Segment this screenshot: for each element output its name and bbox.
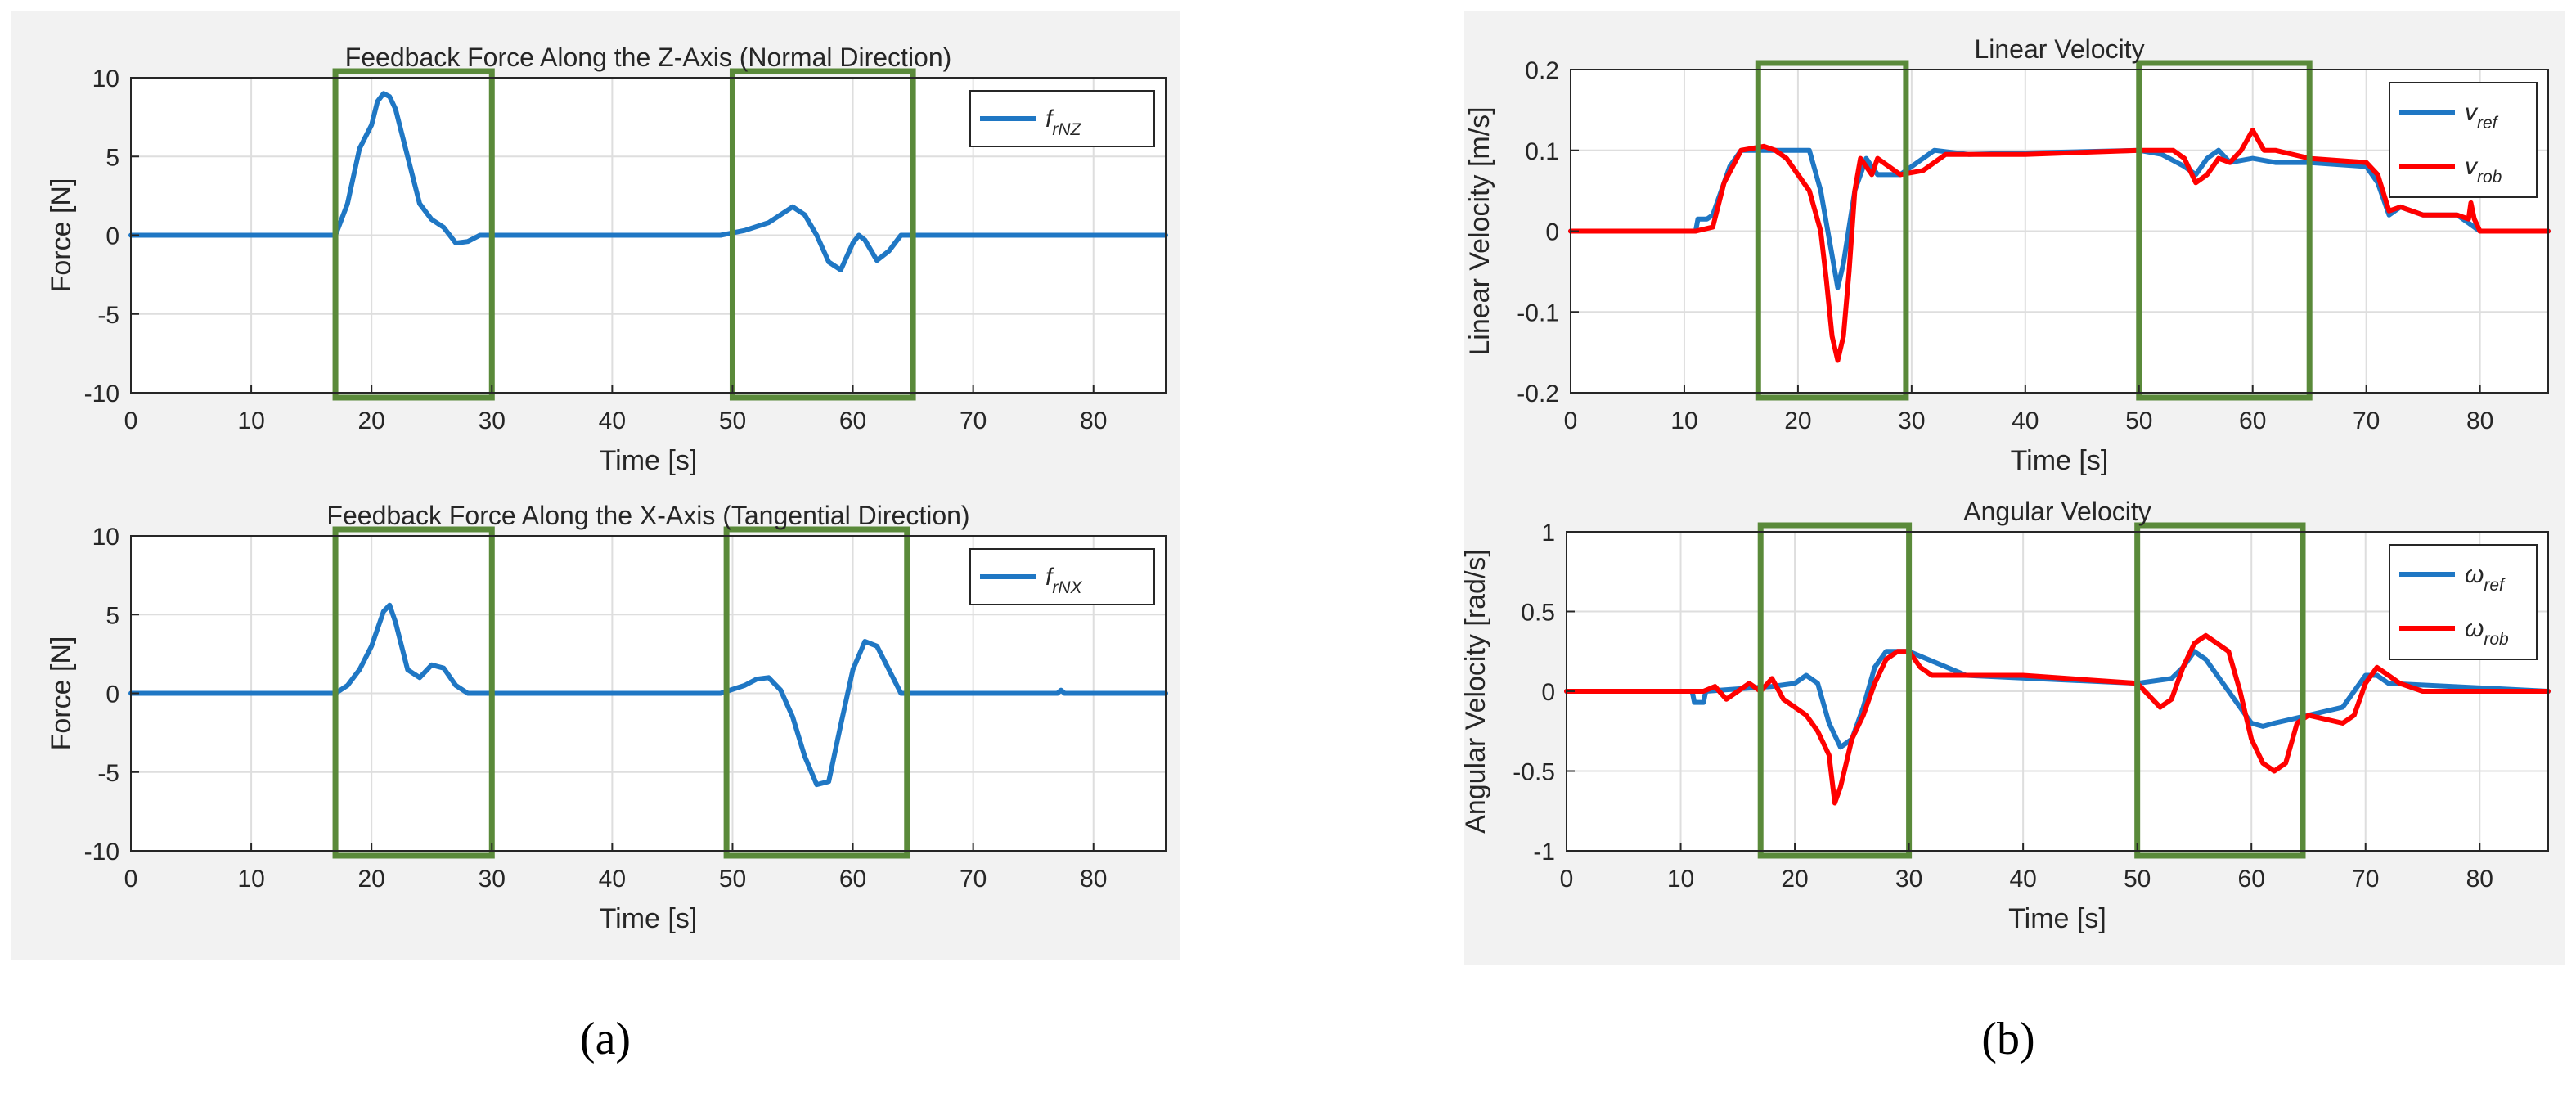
y-tick-label: 0 [1545,219,1559,246]
x-axis-label: Time [s] [600,445,698,476]
x-tick-label: 80 [2466,407,2493,434]
x-tick-label: 0 [124,407,138,434]
x-tick-label: 10 [1670,407,1697,434]
legend-label-f_rNX: frNX [1045,564,1083,597]
x-tick-label: 70 [960,866,987,893]
x-tick-label: 20 [1781,866,1808,893]
series-line-v_rob [1568,128,2551,363]
chart-title: Feedback Force Along the Z-Axis (Normal … [345,43,952,72]
y-tick-label: 1 [1541,520,1555,547]
x-tick-label: 0 [1560,866,1574,893]
x-tick-label: 40 [2012,407,2039,434]
x-tick-label: 70 [960,407,987,434]
chart-force_x: 0 10 20 30 40 50 60 70 80 -10 -5 0 5 10 Feedback Force… [46,501,1168,934]
x-tick-label: 60 [2239,407,2266,434]
x-axis-label: Time [s] [600,903,698,934]
chart-linear_velocity: 0 10 20 30 40 50 60 70 80 -0.2 -0.1 0 0.1 0.2 Linear V… [1464,34,2551,476]
legend: frNX [969,548,1155,605]
x-tick-label: 80 [1080,866,1107,893]
y-axis-label: Angular Velocity [rad/s] [1460,549,1491,834]
chart-force_z: 0 10 20 30 40 50 60 70 80 -10 -5 0 5 10 Feedback Force… [46,43,1168,476]
x-tick-label: 30 [1895,866,1922,893]
series-line-omega_rob [1564,632,2551,806]
x-tick-label: 50 [2125,407,2152,434]
legend-box [969,90,1155,147]
y-tick-label: -10 [84,380,119,407]
x-tick-label: 80 [2466,866,2493,893]
y-tick-label: -10 [84,839,119,866]
y-axis-label: Linear Velocity [m/s] [1464,106,1495,355]
x-axis-label: Time [s] [2011,445,2109,476]
x-tick-label: 40 [599,866,626,893]
legend-box [2389,82,2538,198]
x-tick-label: 50 [719,407,746,434]
series-line-f_rNX [128,602,1168,788]
legend-label-omega_ref: ωref [2465,561,2506,595]
x-tick-label: 20 [357,407,384,434]
highlight-box-1 [1755,60,1909,401]
x-tick-label: 60 [839,407,866,434]
x-tick-label: 40 [599,407,626,434]
x-tick-label: 50 [719,866,746,893]
y-tick-label: 10 [92,65,119,92]
x-tick-label: 70 [2352,866,2379,893]
highlight-box-1 [1757,522,1913,859]
y-tick-label: 0 [1541,679,1555,706]
x-tick-label: 10 [237,866,264,893]
highlight-box-1 [332,68,495,401]
x-tick-label: 80 [1080,407,1107,434]
panel-label-b: (b) [1981,1014,2035,1064]
legend: vref vrob [2389,82,2538,198]
y-tick-label: 0.2 [1525,57,1559,84]
chart-angular_velocity: 0 10 20 30 40 50 60 70 80 -1 -0.5 0 0.5 1 Angular Velo… [1460,497,2551,934]
x-tick-label: 10 [237,407,264,434]
legend: frNZ [969,90,1155,147]
y-axis-label: Force [N] [46,178,77,293]
x-tick-label: 70 [2353,407,2380,434]
legend: ωref ωrob [2389,544,2538,660]
x-tick-label: 50 [2124,866,2151,893]
highlight-box-2 [723,526,910,859]
y-tick-label: 5 [106,144,119,171]
x-tick-label: 10 [1667,866,1694,893]
y-tick-label: 10 [92,524,119,551]
y-tick-label: 0 [106,223,119,250]
highlight-box-2 [729,68,916,401]
chart-title: Linear Velocity [1974,34,2144,64]
x-tick-label: 0 [1564,407,1578,434]
y-tick-label: -5 [97,302,119,329]
legend-label-f_rNZ: frNZ [1045,106,1082,139]
legend-label-omega_rob: ωrob [2465,615,2509,649]
y-tick-label: -0.5 [1513,759,1555,786]
highlight-box-2 [2136,60,2313,401]
chart-title: Angular Velocity [1963,497,2151,526]
legend-box [2389,544,2538,660]
y-tick-label: -0.2 [1517,380,1559,407]
y-tick-label: 0.1 [1525,138,1559,165]
legend-label-v_rob: vrob [2465,153,2502,187]
x-tick-label: 60 [2238,866,2265,893]
x-tick-label: 40 [2009,866,2036,893]
x-tick-label: 30 [1898,407,1925,434]
x-tick-label: 20 [1784,407,1811,434]
y-tick-label: -5 [97,760,119,787]
y-tick-label: -1 [1533,839,1555,866]
y-tick-label: -0.1 [1517,299,1559,326]
x-tick-label: 0 [124,866,138,893]
x-tick-label: 30 [479,407,506,434]
x-axis-label: Time [s] [2008,903,2106,934]
legend-label-v_ref: vref [2465,99,2499,133]
chart-title: Feedback Force Along the X-Axis (Tangent… [326,501,969,530]
x-tick-label: 20 [357,866,384,893]
y-axis-label: Force [N] [46,636,77,751]
y-tick-label: 5 [106,602,119,629]
y-tick-label: 0 [106,681,119,708]
x-tick-label: 60 [839,866,866,893]
y-tick-label: 0.5 [1521,600,1555,627]
panel-label-a: (a) [579,1014,632,1064]
highlight-box-2 [2134,522,2306,859]
highlight-box-1 [332,526,495,859]
x-tick-label: 30 [479,866,506,893]
